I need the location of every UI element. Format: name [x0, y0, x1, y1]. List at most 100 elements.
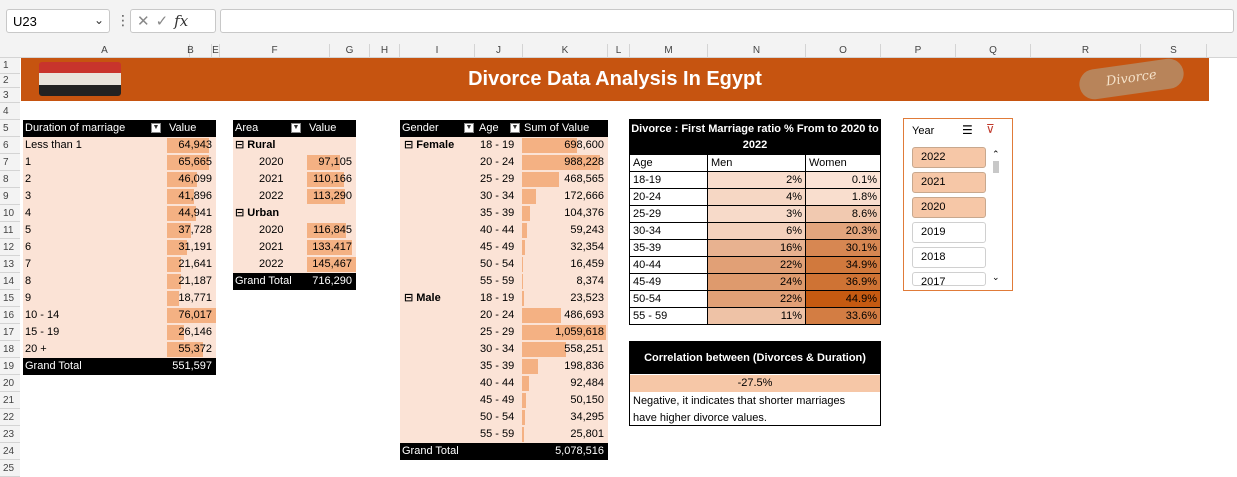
column-header[interactable]: Q	[956, 44, 1031, 58]
filter-icon[interactable]: ▼	[510, 123, 520, 133]
correlation-note-line1: Negative, it indicates that shorter marr…	[633, 395, 846, 407]
column-header[interactable]: K	[523, 44, 608, 58]
ratio-women-cell: 20.3%	[806, 223, 881, 240]
ratio-men-cell: 4%	[708, 189, 806, 206]
group-label[interactable]: ⊟ Female	[404, 139, 455, 151]
row-header[interactable]: 24	[0, 443, 20, 460]
row-header[interactable]: 1	[0, 58, 20, 74]
row-label: 2021	[259, 173, 284, 185]
ratio-header-cell: Age	[629, 155, 708, 172]
row-header[interactable]: 20	[0, 375, 20, 392]
formula-input[interactable]	[220, 9, 1234, 33]
row-header[interactable]: 6	[0, 137, 20, 154]
row-header[interactable]: 8	[0, 171, 20, 188]
table-row: 5 37,728	[23, 222, 216, 239]
row-age: 40 - 44	[480, 224, 515, 236]
row-header[interactable]: 17	[0, 324, 20, 341]
column-header[interactable]: J	[475, 44, 523, 58]
row-header[interactable]: 3	[0, 88, 20, 103]
data-bar	[167, 274, 181, 289]
egypt-flag-icon	[39, 62, 121, 96]
row-header[interactable]: 15	[0, 290, 20, 307]
function-icon[interactable]: fx	[174, 12, 189, 30]
row-header[interactable]: 16	[0, 307, 20, 324]
table-row: 20 - 24 486,693	[400, 307, 608, 324]
row-value: 1,059,618	[555, 326, 604, 338]
data-bar	[167, 342, 203, 357]
table-row: 30 - 34 558,251	[400, 341, 608, 358]
group-row[interactable]: ⊟ Urban	[233, 205, 356, 222]
column-header[interactable]: R	[1031, 44, 1141, 58]
row-header[interactable]: 10	[0, 205, 20, 222]
ratio-men-cell: 22%	[708, 291, 806, 308]
ratio-women-cell: 33.6%	[806, 308, 881, 325]
column-header[interactable]: B	[170, 44, 212, 58]
row-header[interactable]: 5	[0, 120, 20, 137]
column-header[interactable]: G	[330, 44, 370, 58]
column-header[interactable]: L	[608, 44, 630, 58]
row-header[interactable]: 22	[0, 409, 20, 426]
slicer-item-2020[interactable]: 2020	[912, 197, 986, 218]
slicer-item-2021[interactable]: 2021	[912, 172, 986, 193]
row-header[interactable]: 2	[0, 74, 20, 88]
row-age: 25 - 29	[480, 326, 515, 338]
row-header[interactable]: 19	[0, 358, 20, 375]
clear-filter-icon[interactable]: ⊽	[986, 122, 995, 136]
slicer-item-2017[interactable]: 2017	[912, 272, 986, 286]
column-header[interactable]: P	[881, 44, 956, 58]
data-bar	[522, 410, 525, 425]
confirm-icon[interactable]: ✓	[155, 13, 175, 30]
column-header[interactable]: H	[370, 44, 400, 58]
row-header[interactable]: 21	[0, 392, 20, 409]
row-header[interactable]: 12	[0, 239, 20, 256]
data-bar	[522, 325, 606, 340]
ratio-women-cell: 1.8%	[806, 189, 881, 206]
column-header[interactable]: M	[630, 44, 708, 58]
filter-icon[interactable]: ▼	[464, 123, 474, 133]
multi-select-icon[interactable]: ☰	[962, 123, 973, 137]
row-header[interactable]: 13	[0, 256, 20, 273]
formula-bar: U23 ⌄ ⋮ ✕✓fx	[0, 0, 1237, 44]
row-value: 25,801	[570, 428, 604, 440]
row-age: 50 - 54	[480, 411, 515, 423]
filter-icon[interactable]: ▼	[291, 123, 301, 133]
table-row: 50 - 54 34,295	[400, 409, 608, 426]
row-header[interactable]: 7	[0, 154, 20, 171]
filter-icon[interactable]: ▼	[151, 123, 161, 133]
row-header[interactable]: 14	[0, 273, 20, 290]
name-box[interactable]: U23 ⌄	[6, 9, 110, 33]
row-value: 110,166	[313, 173, 352, 185]
table-row: 20 - 24 988,228	[400, 154, 608, 171]
column-header[interactable]: N	[708, 44, 806, 58]
more-options-icon[interactable]: ⋮	[116, 12, 130, 28]
slicer-item-2018[interactable]: 2018	[912, 247, 986, 268]
row-header[interactable]: 23	[0, 426, 20, 443]
row-header[interactable]: 11	[0, 222, 20, 239]
column-header[interactable]: A	[20, 44, 190, 58]
slicer-item-2022[interactable]: 2022	[912, 147, 986, 168]
row-header[interactable]: 18	[0, 341, 20, 358]
group-label: ⊟ Rural	[235, 139, 276, 151]
data-bar	[167, 257, 181, 272]
row-label: 7	[25, 258, 32, 270]
column-header[interactable]: F	[220, 44, 330, 58]
column-header[interactable]: S	[1141, 44, 1207, 58]
row-age: 55 - 59	[480, 428, 515, 440]
row-value: 698,600	[564, 139, 604, 151]
chevron-down-icon[interactable]: ⌄	[93, 13, 104, 27]
row-header[interactable]: 4	[0, 103, 20, 120]
column-header[interactable]: O	[806, 44, 881, 58]
slicer-item-2019[interactable]: 2019	[912, 222, 986, 243]
row-header[interactable]: 25	[0, 460, 20, 477]
correlation-value: -27.5%	[630, 375, 880, 392]
row-header[interactable]: 9	[0, 188, 20, 205]
column-label: Value	[169, 122, 197, 134]
group-label[interactable]: ⊟ Male	[404, 292, 441, 304]
column-header[interactable]: E	[212, 44, 220, 58]
cancel-icon[interactable]: ✕	[137, 13, 156, 30]
row-value: 37,728	[178, 224, 212, 236]
table-row: ⊟ Male 18 - 19 23,523	[400, 290, 608, 307]
slicer-scrollbar[interactable]: ⌃ ⌄	[992, 149, 1000, 282]
column-header[interactable]: I	[400, 44, 475, 58]
group-row[interactable]: ⊟ Rural	[233, 137, 356, 154]
